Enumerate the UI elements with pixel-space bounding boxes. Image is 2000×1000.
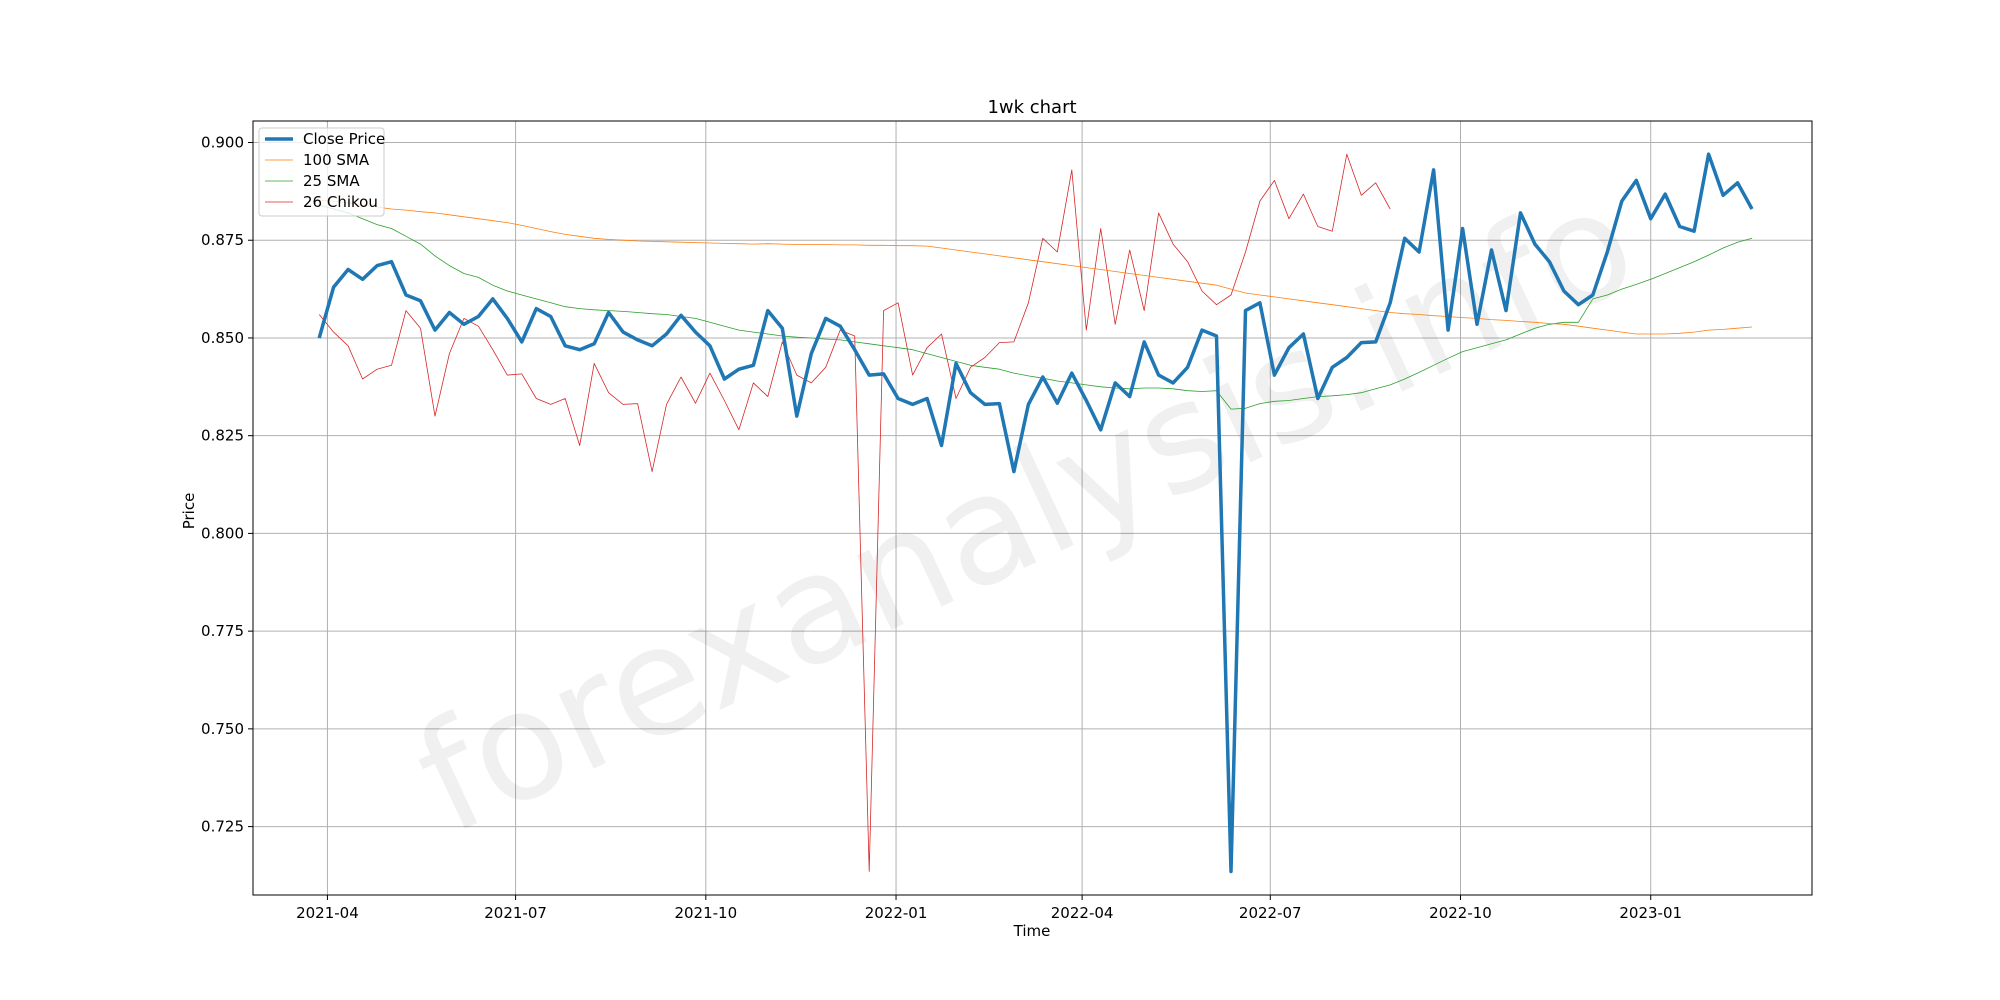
y-tick-label: 0.800 [201,524,244,542]
x-tick-label: 2022-04 [1051,904,1114,922]
legend-box [258,127,385,217]
x-tick-label: 2022-10 [1429,904,1492,922]
y-tick-label: 0.875 [201,231,244,249]
x-axis-title: Time [1013,922,1051,940]
legend-item-label: Close Price [303,130,385,148]
y-tick-label: 0.825 [201,427,244,445]
x-tick-label: 2022-01 [865,904,928,922]
y-tick-label: 0.775 [201,622,244,640]
plot-frame [252,120,1813,896]
legend-item-label: 26 Chikou [303,193,378,211]
series-line-100-sma [319,200,1753,335]
series-layer [317,152,1754,874]
chart-title: 1wk chart [987,97,1076,118]
y-tick-label: 0.725 [201,818,244,836]
y-axis-title: Price [180,493,198,530]
x-tick-label: 2021-07 [484,904,547,922]
x-tick-label: 2023-01 [1619,904,1682,922]
series-line-26-chikou [318,153,1391,872]
y-tick-label: 0.750 [201,720,244,738]
x-tick-label: 2021-10 [674,904,737,922]
x-tick-label: 2021-04 [296,904,359,922]
y-axis: 0.725 0.750 0.775 0.800 0.825 0.850 0.875 0.900 [201,134,253,836]
y-tick-label: 0.900 [201,134,244,152]
legend-item-label: 25 SMA [303,172,360,190]
x-axis: 2021-04 2021-07 2021-10 2022-01 2022-04 2022-… [296,895,1682,922]
x-tick-label: 2022-07 [1239,904,1302,922]
legend: Close Price 100 SMA 25 SMA 26 Chikou [258,127,385,217]
y-tick-label: 0.850 [201,329,244,347]
series-line-25-sma [319,204,1753,410]
grid-layer [253,121,1812,895]
series-line-close-price [317,152,1754,874]
legend-item-label: 100 SMA [303,151,370,169]
